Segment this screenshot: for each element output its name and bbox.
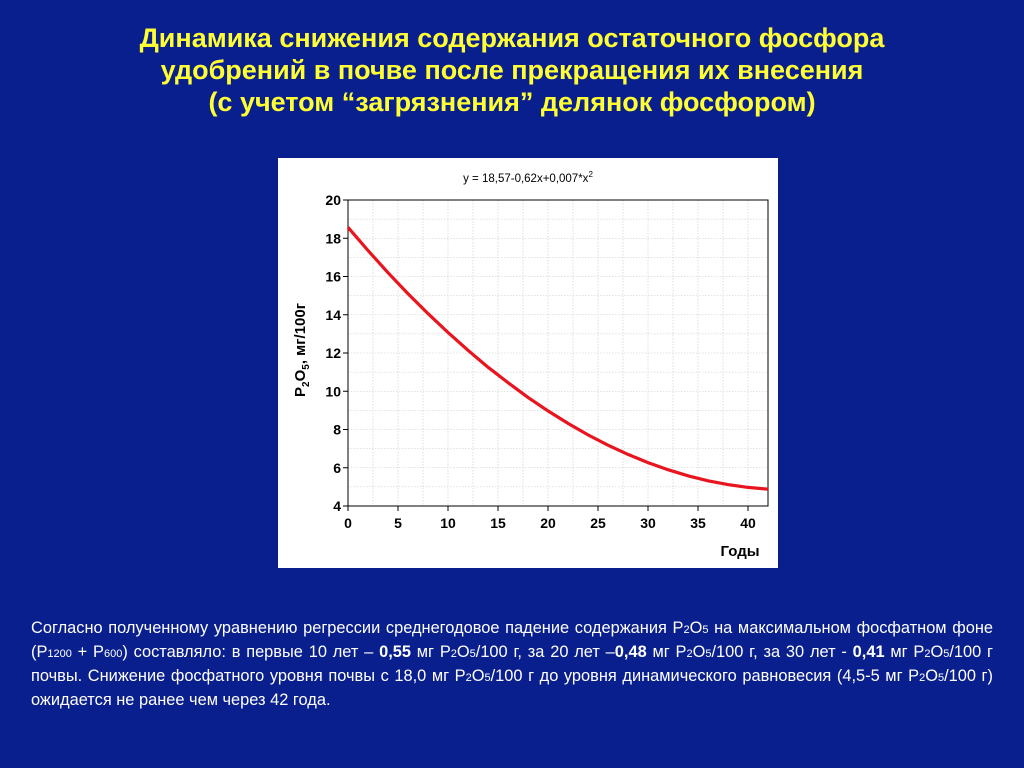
subscript: 5 bbox=[702, 624, 709, 636]
rate-20-years: 0,48 bbox=[614, 643, 647, 661]
subscript: 5 bbox=[484, 672, 491, 684]
title-line-3: (с учетом “загрязнения” делянок фосфором… bbox=[208, 87, 816, 117]
subscript: 5 bbox=[943, 648, 950, 660]
y-tick-label: 18 bbox=[325, 230, 341, 246]
rate-10-years: 0,55 bbox=[379, 643, 411, 661]
x-tick-label: 10 bbox=[440, 515, 456, 531]
y-tick-label: 12 bbox=[325, 345, 341, 361]
text-segment: /100 г почвы. Снижение фосфатного уровня… bbox=[31, 643, 994, 685]
text-segment: O bbox=[692, 643, 706, 661]
chart-panel: 0 5 10 15 20 25 30 35 40 4 6 8 10 12 14 16 18 20 y = 18,… bbox=[278, 158, 778, 568]
ylabel-units: , мг/100г bbox=[292, 303, 309, 364]
description-paragraph: Согласно полученному уравнению регрессии… bbox=[31, 617, 993, 711]
slide-title: Динамика снижения содержания остаточного… bbox=[0, 22, 1024, 118]
equation-main: y = 18,57-0,62x+0,007*x bbox=[463, 173, 589, 185]
text-segment: O bbox=[456, 643, 470, 661]
x-axis-label: Годы bbox=[720, 543, 759, 560]
rate-30-years: 0,41 bbox=[852, 643, 885, 661]
x-tick-label: 30 bbox=[640, 515, 656, 531]
subscript: 2 bbox=[450, 648, 457, 660]
x-tick-label: 20 bbox=[540, 515, 556, 531]
ylabel-sub-5: 5 bbox=[301, 364, 312, 370]
y-axis-ticks: 4 6 8 10 12 14 16 18 20 bbox=[325, 192, 348, 514]
text-segment: O bbox=[925, 667, 938, 685]
text-segment: мг P bbox=[884, 643, 925, 661]
text-segment: мг P bbox=[646, 643, 687, 661]
y-tick-label: 16 bbox=[325, 269, 341, 285]
title-line-2: удобрений в почве после прекращения их в… bbox=[160, 55, 864, 85]
text-segment: /100 г, за 30 лет - bbox=[711, 643, 853, 661]
x-axis-ticks: 0 5 10 15 20 25 30 35 40 bbox=[344, 506, 756, 531]
title-line-1: Динамика снижения содержания остаточного… bbox=[139, 23, 885, 53]
y-tick-label: 14 bbox=[325, 307, 341, 323]
subscript: 5 bbox=[469, 648, 476, 660]
subscript: 1200 bbox=[47, 648, 72, 660]
subscript: 600 bbox=[103, 648, 123, 660]
text-segment: ) составляло: в первые 10 лет – bbox=[122, 643, 380, 661]
text-segment: /100 г до уровня динамического равновеси… bbox=[490, 667, 920, 685]
x-tick-label: 35 bbox=[690, 515, 706, 531]
text-segment: O bbox=[689, 619, 703, 637]
regression-curve bbox=[346, 226, 769, 491]
y-tick-label: 4 bbox=[333, 498, 341, 514]
y-tick-label: 10 bbox=[325, 383, 341, 399]
text-segment: + P bbox=[71, 643, 104, 661]
text-segment: Согласно полученному уравнению регрессии… bbox=[31, 619, 684, 637]
ylabel-p: P bbox=[292, 387, 309, 397]
x-tick-label: 40 bbox=[740, 515, 756, 531]
subscript: 2 bbox=[683, 624, 690, 636]
y-tick-label: 8 bbox=[333, 422, 341, 438]
x-tick-label: 0 bbox=[344, 515, 352, 531]
subscript: 5 bbox=[937, 672, 945, 684]
subscript: 2 bbox=[919, 672, 926, 684]
y-axis-label: P2O5, мг/100г bbox=[292, 303, 312, 397]
text-segment: на максимальном фосфатном фоне (P bbox=[31, 619, 993, 661]
regression-equation: y = 18,57-0,62x+0,007*x2 bbox=[463, 170, 593, 185]
subscript: 2 bbox=[924, 648, 931, 660]
text-segment: O bbox=[930, 643, 944, 661]
x-tick-label: 15 bbox=[490, 515, 506, 531]
ylabel-sub-2: 2 bbox=[301, 381, 312, 387]
subscript: 2 bbox=[686, 648, 693, 660]
subscript: 2 bbox=[465, 672, 472, 684]
y-tick-label: 6 bbox=[333, 460, 341, 476]
text-segment: /100 г) ожидается не ранее чем через 42 … bbox=[31, 667, 993, 709]
chart-grid bbox=[347, 199, 768, 507]
x-tick-label: 5 bbox=[394, 515, 402, 531]
text-segment: мг P bbox=[410, 643, 451, 661]
y-tick-label: 20 bbox=[325, 192, 341, 208]
x-tick-label: 25 bbox=[590, 515, 606, 531]
subscript: 5 bbox=[705, 648, 712, 660]
text-segment: /100 г, за 20 лет – bbox=[475, 643, 615, 661]
text-segment: O bbox=[471, 667, 485, 685]
equation-exponent: 2 bbox=[588, 170, 593, 179]
ylabel-o: O bbox=[292, 369, 309, 381]
